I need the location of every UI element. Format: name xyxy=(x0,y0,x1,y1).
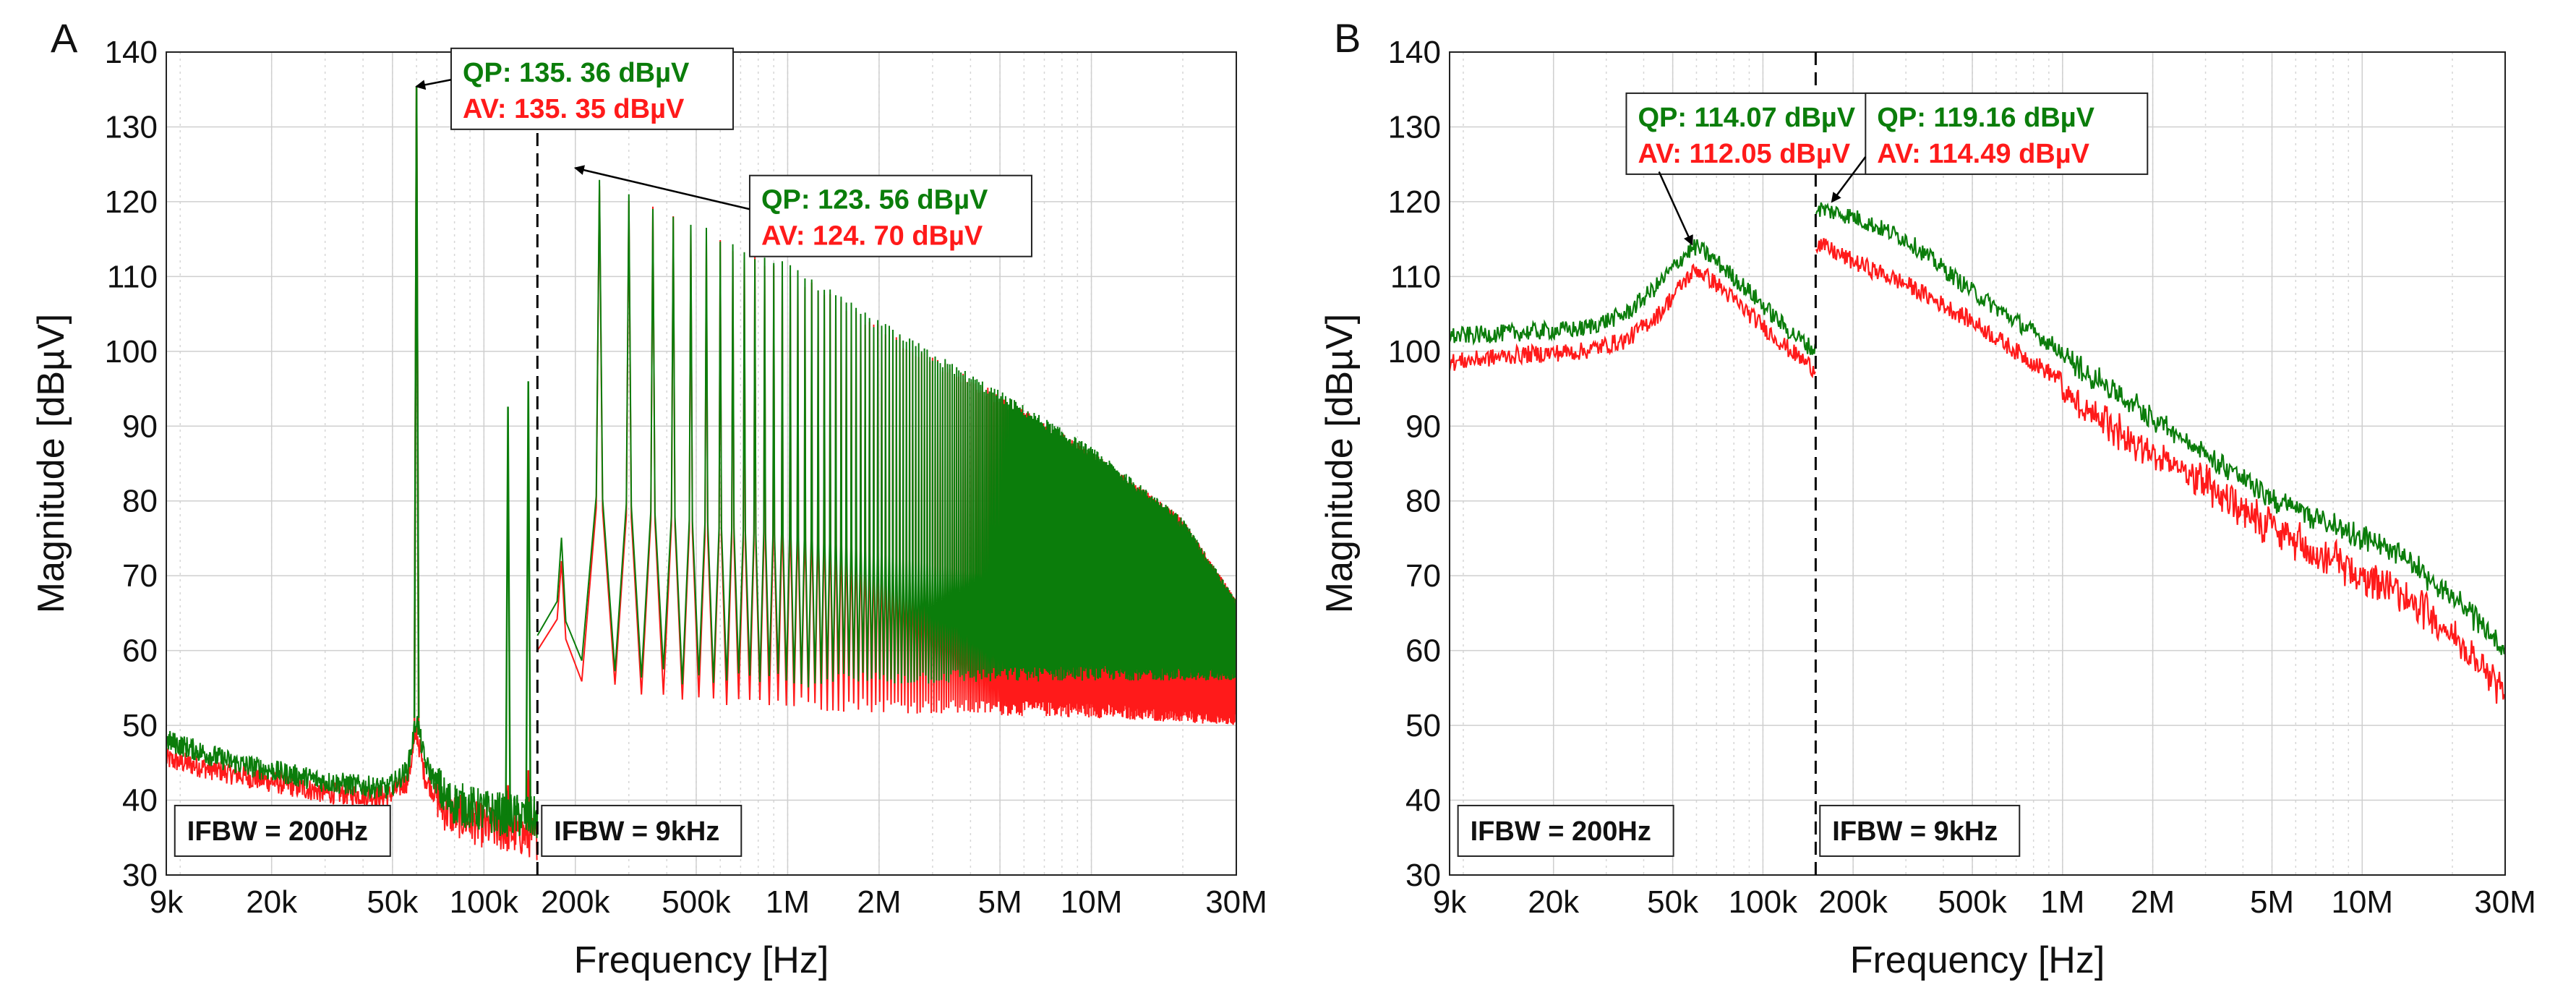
av-peak-label: AV: 135. 35 dBµV xyxy=(463,94,685,124)
x-tick-label: 100k xyxy=(1729,884,1798,920)
x-tick-label: 20k xyxy=(1528,884,1580,920)
x-tick-label: 5M xyxy=(2250,884,2294,920)
y-axis-title: Magnitude [dBµV] xyxy=(1319,314,1361,613)
y-tick-label: 100 xyxy=(105,334,158,370)
spike-mark xyxy=(413,86,420,718)
x-tick-label: 1M xyxy=(766,884,810,920)
y-tick-label: 80 xyxy=(122,484,158,519)
x-axis-title: Frequency [Hz] xyxy=(574,939,829,981)
ifbw-label-box xyxy=(541,804,743,857)
y-tick-label: 30 xyxy=(122,858,158,893)
minor-grid xyxy=(1449,52,2506,875)
y-tick-label: 70 xyxy=(122,558,158,594)
qp-series-line xyxy=(1450,202,2505,655)
y-tick-label: 110 xyxy=(107,259,158,294)
y-tick-label: 40 xyxy=(122,783,158,819)
av-series-line-low-band xyxy=(166,727,539,861)
peak-annotation-box xyxy=(1865,92,2149,175)
x-tick-label: 10M xyxy=(2331,884,2393,920)
x-tick-label: 200k xyxy=(541,884,610,920)
panel-label: B xyxy=(1334,15,1361,61)
y-axis-title: Magnitude [dBµV] xyxy=(30,314,72,613)
x-tick-label: 20k xyxy=(246,884,298,920)
y-tick-label: 140 xyxy=(105,35,158,70)
av-peak-label: AV: 124. 70 dBµV xyxy=(761,221,983,252)
peak-annotation-box xyxy=(1625,92,1909,175)
ifbw-label: IFBW = 200Hz xyxy=(1471,816,1651,847)
y-tick-label: 50 xyxy=(1405,708,1441,743)
qp-series-line-harmonics xyxy=(536,179,1236,688)
x-tick-label: 1M xyxy=(2040,884,2084,920)
x-tick-label: 10M xyxy=(1061,884,1123,920)
chart-panel-a: 9k 20k 50k 100k 200k 500k 1M 2M 5M 10M 30M 30 40 50 60… xyxy=(30,15,1267,981)
y-tick-label: 50 xyxy=(122,708,158,743)
qp-peak-label: QP: 119.16 dBµV xyxy=(1877,103,2094,133)
y-tick-label: 60 xyxy=(122,633,158,669)
peak-annotation-box xyxy=(450,47,735,130)
av-series-line-harmonics xyxy=(536,185,1236,725)
ifbw-label: IFBW = 9kHz xyxy=(554,816,719,847)
ifbw-label: IFBW = 9kHz xyxy=(1832,816,1998,847)
y-tick-label: 60 xyxy=(1405,633,1441,669)
spike-mark xyxy=(525,381,531,818)
y-tick-label: 30 xyxy=(1405,858,1441,893)
annotation-arrow xyxy=(1831,156,1867,203)
y-tick-label: 110 xyxy=(1390,259,1441,294)
y-tick-label: 120 xyxy=(105,184,158,220)
chart-panel-b: 9k 20k 50k 100k 200k 500k 1M 2M 5M 10M 30M 30 40 50 60… xyxy=(1319,15,2536,981)
x-tick-label: 9k xyxy=(150,884,184,920)
y-tick-label: 40 xyxy=(1405,783,1441,819)
ifbw-label: IFBW = 200Hz xyxy=(187,816,368,847)
annotation-arrow xyxy=(1658,171,1693,246)
panel-label: A xyxy=(51,15,78,61)
spike-mark xyxy=(505,406,511,815)
y-tick-label: 120 xyxy=(1388,184,1441,220)
y-tick-label: 90 xyxy=(122,409,158,444)
x-tick-label: 500k xyxy=(1938,884,2007,920)
plot-area xyxy=(166,86,1236,861)
axes-frame xyxy=(1449,51,2506,876)
y-tick-label: 100 xyxy=(1388,334,1441,370)
qp-peak-label: QP: 135. 36 dBµV xyxy=(463,58,690,88)
annotation-arrow xyxy=(415,79,452,90)
y-tick-label: 90 xyxy=(1405,409,1441,444)
y-tick-label: 130 xyxy=(105,109,158,145)
plot-area xyxy=(1450,202,2505,704)
qp-peak-label: QP: 123. 56 dBµV xyxy=(761,185,988,215)
x-axis-title: Frequency [Hz] xyxy=(1850,939,2105,981)
x-tick-label: 5M xyxy=(978,884,1022,920)
qp-peak-label: QP: 114.07 dBµV xyxy=(1638,103,1855,133)
x-tick-label: 2M xyxy=(2131,884,2175,920)
av-series-line xyxy=(1450,238,2505,704)
x-tick-label: 50k xyxy=(1647,884,1699,920)
x-tick-label: 9k xyxy=(1433,884,1467,920)
qp-series-line-low-band xyxy=(166,715,539,839)
peak-annotation-box xyxy=(748,174,1032,257)
y-tick-label: 140 xyxy=(1388,35,1441,70)
ifbw-label-box xyxy=(1457,804,1674,857)
y-tick-label: 80 xyxy=(1405,484,1441,519)
av-peak-label: AV: 114.49 dBµV xyxy=(1877,139,2089,169)
ifbw-label-box xyxy=(174,804,391,857)
x-tick-label: 30M xyxy=(2474,884,2536,920)
ifbw-label-box xyxy=(1819,804,2021,857)
y-tick-label: 70 xyxy=(1405,558,1441,594)
x-tick-label: 200k xyxy=(1818,884,1888,920)
x-tick-label: 2M xyxy=(857,884,901,920)
y-tick-label: 130 xyxy=(1388,109,1441,145)
x-tick-label: 500k xyxy=(662,884,731,920)
x-tick-label: 30M xyxy=(1205,884,1267,920)
annotation-arrow xyxy=(573,165,750,210)
x-tick-label: 100k xyxy=(450,884,519,920)
x-tick-label: 50k xyxy=(367,884,419,920)
av-peak-label: AV: 112.05 dBµV xyxy=(1638,139,1850,169)
major-grid xyxy=(1449,51,2506,876)
